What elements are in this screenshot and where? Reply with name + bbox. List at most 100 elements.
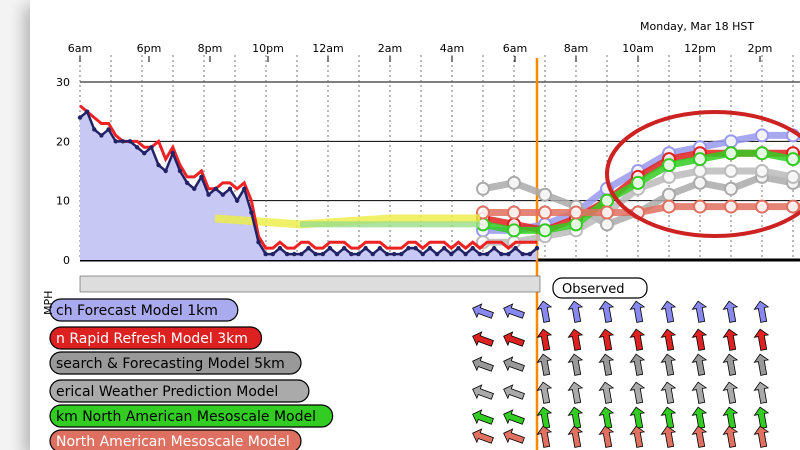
wind-arrow — [629, 406, 646, 429]
observed-point — [213, 186, 218, 191]
wind-arrow — [660, 425, 677, 448]
observed-point — [527, 251, 533, 257]
legend-label: North American Mesoscale Model — [56, 434, 290, 450]
observed-point — [456, 245, 461, 251]
wind-arrow — [629, 353, 646, 376]
wind-arrow-shape — [753, 353, 770, 376]
wind-arrow — [660, 328, 677, 351]
wind-arrow — [472, 331, 494, 347]
wind-arrow-shape — [629, 425, 646, 448]
observed-point — [391, 251, 397, 257]
wind-arrow — [691, 425, 708, 448]
wind-arrow — [691, 406, 708, 429]
observed-fill — [80, 111, 537, 261]
x-tick-label: 2am — [378, 42, 402, 55]
wind-arrow-shape — [691, 300, 708, 323]
observed-point — [277, 245, 283, 251]
series-point — [662, 169, 676, 184]
observed-point — [177, 168, 183, 174]
wind-arrow — [567, 425, 584, 448]
wind-arrow-shape — [660, 406, 677, 429]
wind-arrow — [660, 300, 677, 323]
wind-arrow-shape — [536, 300, 553, 323]
observed-point — [299, 251, 304, 257]
series-point — [755, 128, 769, 143]
wind-arrow-shape — [503, 409, 525, 425]
observed-point — [163, 168, 168, 174]
wind-arrow-shape — [503, 303, 525, 319]
observed-point — [506, 251, 511, 257]
x-tick-label: 8pm — [198, 42, 223, 55]
wind-arrow — [660, 381, 677, 404]
wind-arrow-shape — [629, 406, 646, 429]
wind-arrow — [598, 328, 615, 351]
wind-arrow — [753, 300, 770, 323]
observed-point — [499, 251, 504, 257]
observed-point — [427, 245, 433, 251]
x-tick-label: 12pm — [684, 42, 716, 55]
date-label: Monday, Mar 18 HST — [640, 20, 754, 33]
series-point — [693, 199, 707, 214]
wind-arrow-shape — [660, 353, 677, 376]
forecast-series — [214, 128, 800, 250]
wind-arrow-shape — [536, 328, 553, 351]
wind-arrow — [536, 300, 553, 323]
legend: ch Forecast Model 1km n Rapid Refresh Mod… — [49, 298, 334, 450]
wind-arrow — [472, 303, 494, 319]
wind-arrow — [472, 356, 494, 372]
wind-arrow — [536, 406, 553, 429]
series-point — [755, 146, 769, 161]
observed-point — [156, 162, 161, 168]
observed-point — [270, 251, 275, 257]
x-tick-label: 2pm — [748, 42, 773, 55]
series-point — [476, 181, 490, 196]
wind-arrow-shape — [536, 353, 553, 376]
wind-arrow — [722, 425, 739, 448]
observed-point — [142, 151, 147, 156]
wind-arrow-shape — [722, 300, 739, 323]
y-tick-label: 10 — [56, 195, 70, 208]
legend-label: ch Forecast Model 1km — [56, 303, 218, 319]
observed-point — [320, 251, 325, 257]
wind-arrow-shape — [567, 328, 584, 351]
wind-arrow-shape — [472, 409, 494, 425]
observed-point — [120, 139, 126, 144]
observed-point — [413, 245, 418, 251]
wind-arrow-shape — [660, 381, 677, 404]
wind-arrow — [598, 425, 615, 448]
observed-point — [334, 251, 340, 257]
observed-point — [399, 251, 404, 257]
observed-point — [441, 245, 447, 251]
legend-label: erical Weather Prediction Model — [56, 384, 278, 400]
wind-arrow-shape — [722, 328, 739, 351]
wind-arrow-shape — [567, 353, 584, 376]
observed-point — [491, 245, 497, 251]
observed-series — [77, 104, 540, 257]
series-point — [538, 205, 552, 220]
observed-point — [263, 251, 268, 257]
wind-arrow — [691, 328, 708, 351]
wind-arrow — [503, 356, 525, 372]
wind-arrow — [567, 328, 584, 351]
x-tick-label: 6am — [503, 42, 527, 55]
observed-tag: Observed — [552, 277, 648, 299]
wind-arrow — [753, 328, 770, 351]
series-point — [662, 158, 676, 173]
wind-arrow — [598, 353, 615, 376]
observed-point — [106, 127, 111, 132]
observed-point — [77, 115, 83, 120]
wind-arrow — [503, 428, 525, 444]
wind-arrow — [472, 384, 494, 400]
wind-arrow — [660, 406, 677, 429]
observed-point — [99, 133, 104, 138]
wind-arrow — [722, 353, 739, 376]
wind-arrow-shape — [598, 381, 615, 404]
wind-arrow-shape — [598, 328, 615, 351]
y-tick-label: 0 — [63, 254, 70, 267]
observed-point — [463, 251, 468, 257]
x-tick-label: 6am — [68, 42, 92, 55]
observed-point — [363, 245, 368, 251]
wind-arrow — [660, 353, 677, 376]
legend-label: km North American Mesoscale Model — [56, 409, 316, 425]
series-point — [507, 175, 521, 190]
